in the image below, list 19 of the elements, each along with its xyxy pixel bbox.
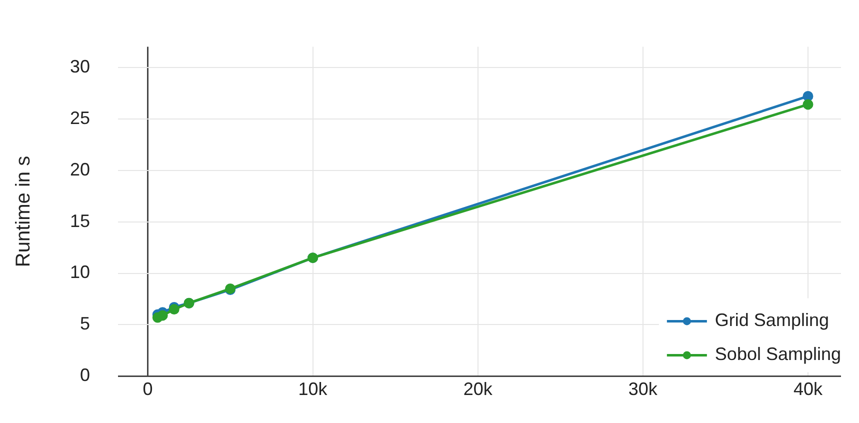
- point: [802, 99, 814, 110]
- legend-label: Grid Sampling: [714, 310, 829, 330]
- y-axis-title: Runtime in s: [12, 156, 35, 268]
- y-tick-label: 30: [70, 56, 90, 76]
- legend-label: Sobol Sampling: [714, 344, 842, 364]
- y-tick-label: 10: [70, 262, 90, 282]
- y-tick-label: 15: [70, 210, 90, 231]
- y-tick-label: 5: [80, 314, 90, 334]
- x-tick-label: 10k: [298, 378, 328, 399]
- x-tick-label: 30k: [628, 378, 658, 399]
- point: [168, 304, 180, 315]
- x-tick-label: 40k: [793, 378, 824, 399]
- x-tick-label: 20k: [463, 378, 494, 399]
- y-tick-label: 25: [70, 108, 90, 128]
- x-tick-label: 0: [142, 378, 153, 399]
- y-tick-label: 0: [80, 365, 90, 386]
- y-tick-label: 20: [70, 159, 90, 180]
- point: [157, 310, 168, 321]
- point: [802, 90, 814, 102]
